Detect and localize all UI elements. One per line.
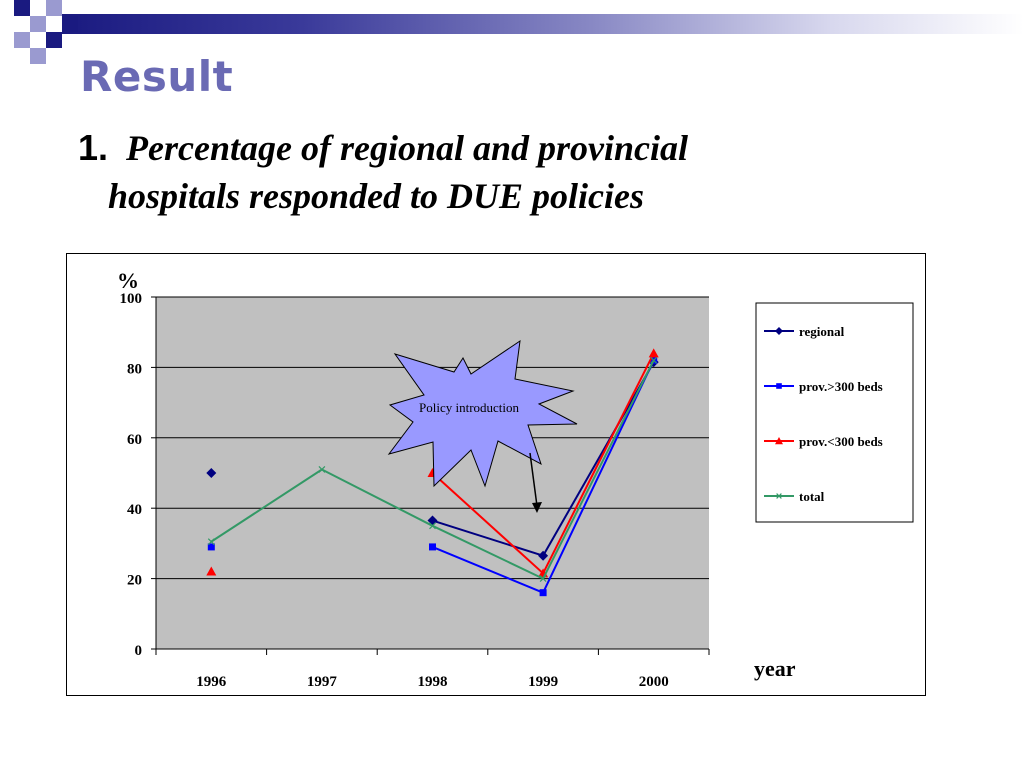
- header-square: [14, 0, 30, 16]
- line-chart: 0 20 40 60 80 100 1996 1997 1998 1999 2000 % year…: [117, 268, 914, 690]
- data-point: [427, 515, 438, 526]
- series-line: [542, 359, 655, 594]
- data-point: [206, 468, 217, 478]
- header-bar: [62, 14, 1024, 34]
- header-square: [14, 32, 30, 48]
- callout-arrow: [529, 452, 538, 507]
- data-point: [206, 566, 217, 576]
- x-tick-label: 1999: [528, 674, 558, 690]
- legend-label: prov.<300 beds: [799, 434, 883, 449]
- series-layer: [206, 348, 659, 597]
- y-tick-label: 40: [127, 502, 142, 518]
- data-point: [538, 550, 549, 561]
- x-tick-label: 1997: [307, 674, 338, 690]
- header-square: [46, 32, 62, 48]
- legend-marker: [775, 437, 783, 445]
- x-tick-label: 1996: [196, 674, 227, 690]
- header-square: [30, 48, 46, 64]
- header-square: [46, 0, 62, 16]
- slide-title: Result: [80, 52, 234, 101]
- legend-marker: [776, 383, 782, 389]
- series-line: [210, 468, 323, 543]
- data-point: [207, 543, 215, 551]
- legend-box: [755, 302, 914, 523]
- x-tick-label: 2000: [639, 674, 669, 690]
- legend-marker: [775, 327, 783, 335]
- series-line: [542, 361, 655, 557]
- subtitle-line-2: hospitals responded to DUE policies: [108, 176, 645, 216]
- data-point: [648, 348, 659, 358]
- policy-callout: Policy introduction: [387, 339, 578, 513]
- x-axis-title: year: [754, 656, 796, 681]
- y-axis-ticks: 0 20 40 60 80 100: [120, 291, 156, 659]
- chart-frame: 0 20 40 60 80 100 1996 1997 1998 1999 2000 % year…: [66, 253, 926, 696]
- y-tick-label: 100: [120, 291, 143, 307]
- series-regional: [206, 357, 659, 561]
- data-point: [650, 356, 658, 364]
- data-point: [318, 466, 326, 473]
- x-tick-label: 1998: [418, 674, 448, 690]
- legend-label: total: [799, 489, 825, 504]
- data-point: [539, 575, 547, 583]
- series-line: [321, 468, 433, 527]
- series-line: [432, 524, 544, 580]
- series-line: [542, 352, 655, 574]
- slide-subtitle: 1. Percentage of regional and provincial…: [78, 124, 938, 220]
- legend-label: regional: [799, 324, 845, 339]
- subtitle-number: 1.: [78, 127, 109, 168]
- y-tick-label: 60: [127, 432, 142, 448]
- callout-text: Policy introduction: [419, 400, 520, 415]
- series-line: [542, 359, 655, 580]
- legend-marker: [776, 493, 782, 499]
- subtitle-line-1: Percentage of regional and provincial: [126, 128, 688, 168]
- callout-arrowhead: [532, 502, 542, 513]
- data-point: [539, 589, 547, 597]
- data-point: [429, 543, 436, 551]
- x-axis-ticks: 1996 1997 1998 1999 2000: [155, 649, 710, 690]
- legend: regional prov.>300 beds prov.<300 beds tota…: [755, 302, 914, 523]
- data-point: [207, 538, 215, 546]
- legend-label: prov.>300 beds: [799, 379, 883, 394]
- data-point: [429, 522, 436, 530]
- series-line: [431, 472, 544, 575]
- y-tick-label: 0: [135, 643, 143, 659]
- header-square: [30, 16, 46, 32]
- callout-starburst: [387, 339, 578, 488]
- y-axis-title: %: [117, 268, 139, 293]
- series-total: [207, 356, 658, 583]
- header-square: [62, 16, 78, 32]
- y-tick-label: 80: [127, 361, 142, 377]
- series-line: [432, 545, 544, 594]
- y-tick-label: 20: [127, 573, 142, 589]
- series-line: [432, 519, 544, 557]
